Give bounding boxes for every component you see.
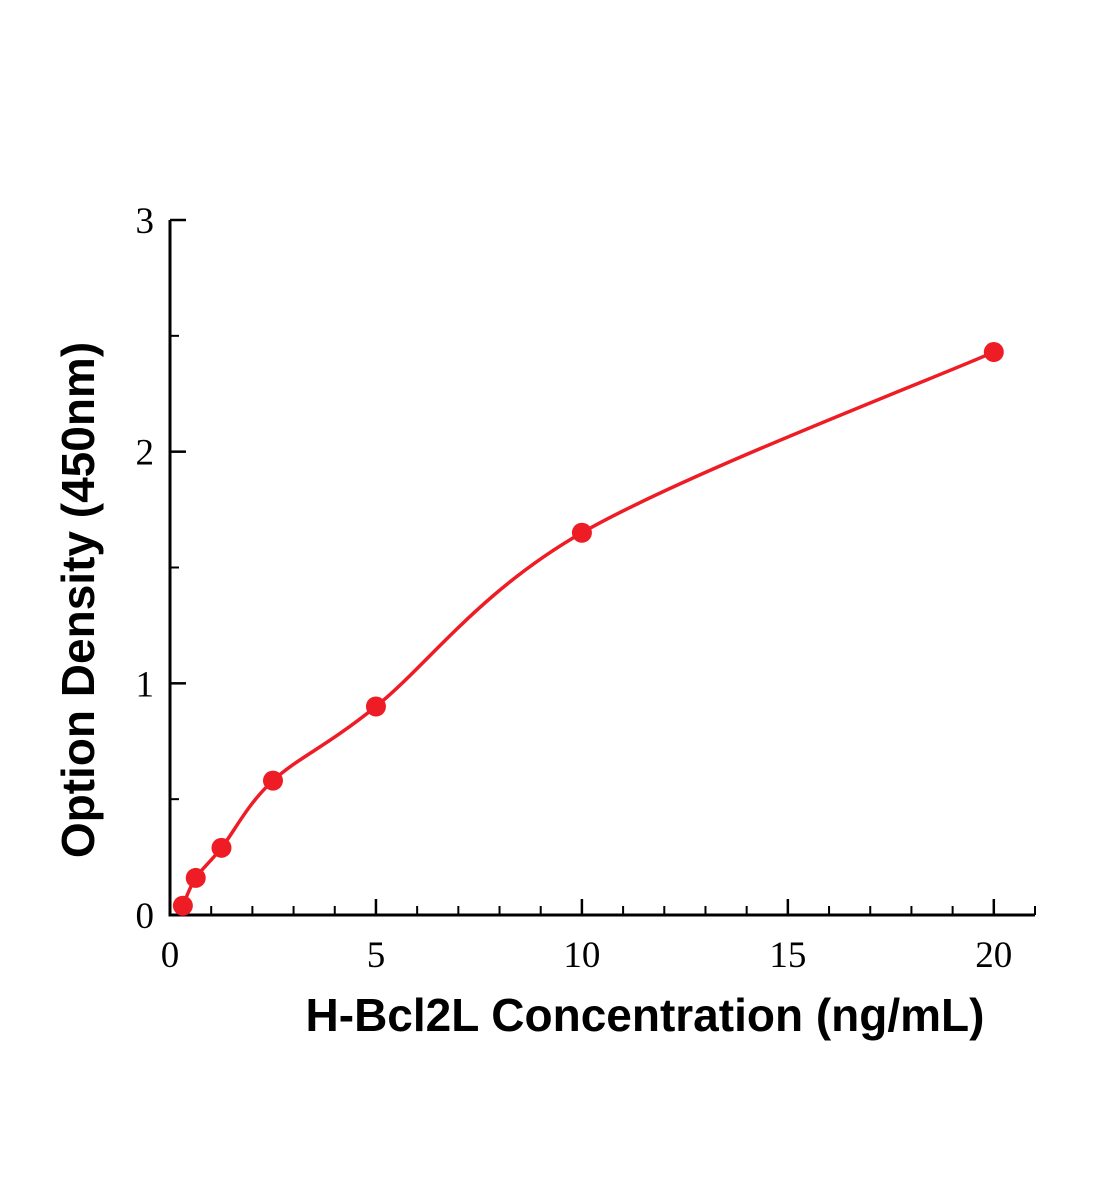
x-tick-label: 20 — [975, 935, 1012, 976]
x-tick-label: 5 — [367, 935, 386, 976]
data-point — [262, 770, 283, 791]
y-tick-label: 1 — [136, 664, 155, 705]
y-tick-label: 2 — [136, 433, 155, 474]
x-tick-label: 15 — [769, 935, 806, 976]
y-axis-title: Option Density (450nm) — [52, 341, 104, 859]
data-point — [983, 342, 1004, 363]
x-tick-label: 10 — [563, 935, 600, 976]
data-point — [172, 895, 193, 916]
x-axis-title: H-Bcl2L Concentration (ng/mL) — [305, 989, 985, 1041]
fit-curve — [181, 350, 996, 908]
data-point — [211, 837, 232, 858]
data-point — [365, 696, 386, 717]
data-point — [185, 867, 206, 888]
y-tick-label: 3 — [136, 201, 155, 242]
y-tick-label: 0 — [136, 896, 155, 937]
x-tick-label: 0 — [161, 935, 180, 976]
data-point — [571, 522, 592, 543]
